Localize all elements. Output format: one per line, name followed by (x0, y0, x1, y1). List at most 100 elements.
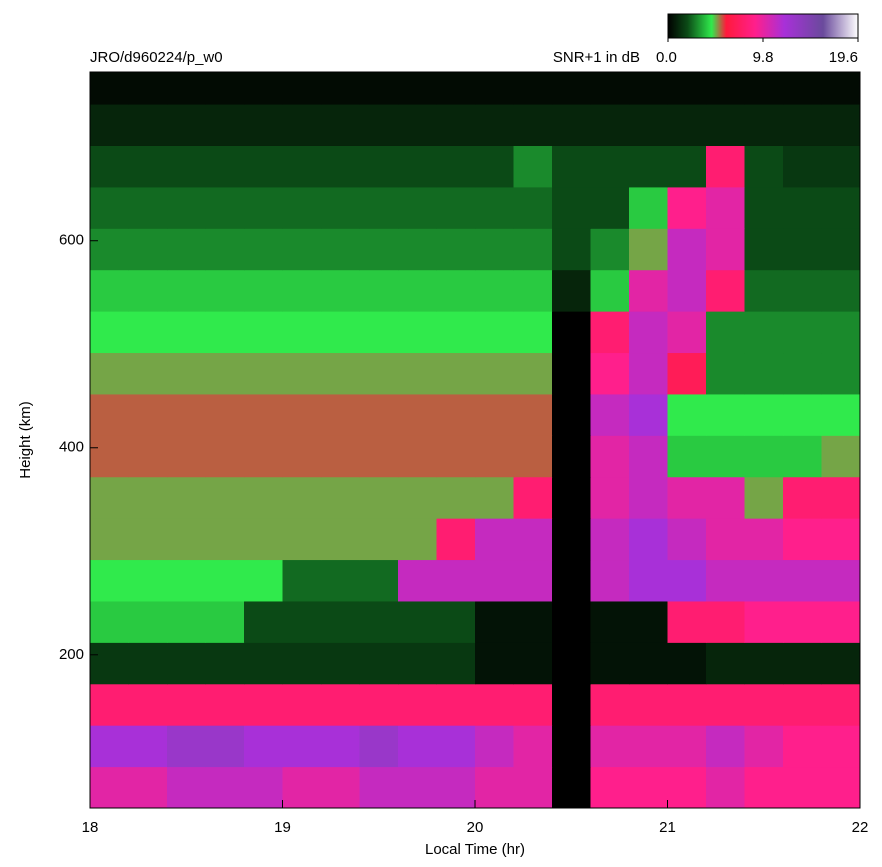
heatmap-cell (321, 725, 360, 767)
heatmap-cell (745, 684, 784, 726)
heatmap-cell (244, 518, 283, 560)
heatmap-cell (668, 270, 707, 312)
heatmap-cell (745, 435, 784, 477)
heatmap-cell (321, 63, 360, 105)
heatmap-cell (129, 684, 168, 726)
heatmap-cell (552, 187, 591, 229)
heatmap-cell (591, 477, 630, 519)
heatmap-cell (283, 642, 322, 684)
heatmap-cell (167, 187, 206, 229)
heatmap-cell (822, 187, 861, 229)
heatmap-cell (514, 353, 553, 395)
heatmap-cell (437, 63, 476, 105)
heatmap-cell (475, 228, 514, 270)
heatmap-cell (552, 104, 591, 146)
heatmap-cell (591, 63, 630, 105)
heatmap-cell (321, 228, 360, 270)
heatmap-cell (244, 270, 283, 312)
heatmap-cell (783, 394, 822, 436)
heatmap-cell (244, 642, 283, 684)
heatmap-cell (167, 642, 206, 684)
heatmap-cell (360, 642, 399, 684)
heatmap-cell (321, 353, 360, 395)
heatmap-cell (629, 145, 668, 187)
heatmap-cell (783, 270, 822, 312)
heatmap-cell (244, 145, 283, 187)
heatmap-cell (706, 435, 745, 477)
x-tick-label: 22 (852, 819, 869, 836)
heatmap-cell (244, 684, 283, 726)
heatmap-cell (283, 684, 322, 726)
heatmap-cell (475, 63, 514, 105)
heatmap-cell (437, 477, 476, 519)
heatmap-cell (398, 642, 437, 684)
heatmap-cell (206, 684, 245, 726)
heatmap-cell (167, 104, 206, 146)
heatmap-cell (244, 767, 283, 809)
heatmap-cell (668, 725, 707, 767)
heatmap-cell (129, 435, 168, 477)
heatmap-cell (283, 353, 322, 395)
heatmap-cell (783, 642, 822, 684)
heatmap-cell (167, 518, 206, 560)
heatmap-cell (206, 63, 245, 105)
heatmap-cell (706, 560, 745, 602)
heatmap-cell (475, 311, 514, 353)
heatmap-cell (321, 601, 360, 643)
heatmap-cell (167, 353, 206, 395)
heatmap-cell (283, 63, 322, 105)
heatmap-cell (514, 104, 553, 146)
heatmap-cell (822, 518, 861, 560)
heatmap-cell (745, 311, 784, 353)
heatmap-cell (283, 435, 322, 477)
heatmap-cell (321, 518, 360, 560)
heatmap-cell (552, 725, 591, 767)
heatmap-cell (514, 63, 553, 105)
heatmap-cell (283, 187, 322, 229)
heatmap-cell (591, 104, 630, 146)
heatmap-cell (321, 684, 360, 726)
heatmap-cell (668, 518, 707, 560)
colorbar-tick-label: 19.6 (829, 49, 858, 66)
heatmap-cell (591, 435, 630, 477)
heatmap-cell (90, 394, 129, 436)
heatmap-cell (783, 767, 822, 809)
heatmap-cell (90, 642, 129, 684)
heatmap-cell (629, 104, 668, 146)
heatmap-cell (398, 684, 437, 726)
heatmap-cell (129, 394, 168, 436)
heatmap-cell (475, 270, 514, 312)
heatmap-cell (129, 725, 168, 767)
heatmap-cell (668, 560, 707, 602)
heatmap-cell (475, 518, 514, 560)
heatmap-cell (514, 642, 553, 684)
heatmap-cell (398, 311, 437, 353)
heatmap-cell (90, 601, 129, 643)
heatmap-cell (475, 145, 514, 187)
heatmap-cell (822, 642, 861, 684)
heatmap-cell (745, 145, 784, 187)
heatmap-cell (167, 435, 206, 477)
heatmap-cell (745, 394, 784, 436)
heatmap-cell (822, 560, 861, 602)
heatmap-cell (668, 145, 707, 187)
heatmap-cell (745, 353, 784, 395)
heatmap-cell (244, 353, 283, 395)
heatmap-cell (475, 601, 514, 643)
heatmap-cell (398, 394, 437, 436)
heatmap-cell (398, 601, 437, 643)
heatmap-cell (591, 270, 630, 312)
heatmap-cell (783, 725, 822, 767)
heatmap-cell (783, 228, 822, 270)
heatmap-cell (321, 104, 360, 146)
heatmap-cell (745, 767, 784, 809)
heatmap-cell (629, 270, 668, 312)
heatmap-cell (321, 311, 360, 353)
heatmap-cell (552, 435, 591, 477)
heatmap-cell (398, 518, 437, 560)
heatmap-cell (437, 353, 476, 395)
heatmap-cell (167, 560, 206, 602)
heatmap-cell (129, 601, 168, 643)
heatmap-cell (629, 518, 668, 560)
